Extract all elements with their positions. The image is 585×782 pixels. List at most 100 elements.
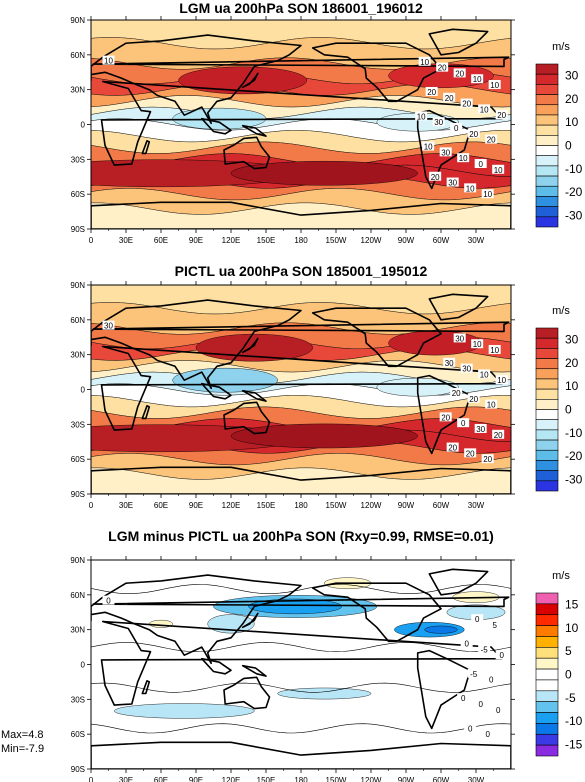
colorbar-tick-label: 10 [565, 621, 579, 635]
y-tick-label: 30N [70, 626, 85, 635]
colorbar-box [535, 155, 559, 167]
contour-label: 10 [483, 190, 492, 199]
contour-label-bg [495, 375, 508, 385]
contour-label-bg [439, 412, 452, 422]
contour-label: 10 [459, 154, 468, 163]
x-tick-label: 120E [222, 776, 241, 782]
colorbar-tick-label: -20 [565, 185, 583, 199]
colorbar-box [535, 348, 559, 359]
contour-label-bg [478, 644, 491, 654]
contour-label: 0 [499, 651, 504, 660]
panel-title: PICTL ua 200hPa SON 185001_195012 [175, 263, 428, 279]
coastline [223, 401, 271, 435]
x-tick-label: 150W [326, 776, 347, 782]
colorbar-box [535, 647, 559, 659]
contour-label: 30 [445, 359, 454, 368]
contour-label: 0 [478, 700, 483, 709]
x-tick-label: 150W [326, 501, 347, 510]
contour-label: 20 [487, 136, 496, 145]
contour-label-bg [471, 74, 484, 84]
x-tick-label: 30W [468, 236, 485, 245]
contour-label: 20 [431, 173, 440, 182]
contour-label: 10 [490, 346, 499, 355]
contour-label: 0 [464, 640, 469, 649]
x-tick-label: 30W [468, 501, 485, 510]
contour-label-bg [453, 333, 466, 343]
coastline [241, 337, 259, 354]
anomaly-patch [114, 703, 255, 719]
contour-label-bg [474, 698, 487, 708]
contour-label: 20 [438, 64, 447, 73]
colorbar-tick-label: 15 [565, 598, 579, 612]
contour-label: 20 [448, 444, 457, 453]
contour-label: 0 [485, 730, 490, 739]
panel-title: LGM minus PICTL ua 200hPa SON (Rxy=0.99,… [108, 528, 494, 544]
y-tick-label: 90S [71, 765, 85, 774]
colorbar-box [535, 358, 559, 370]
contour-label: 0 [454, 124, 459, 133]
contour-label-bg [436, 62, 449, 72]
contour-label-bg [488, 345, 501, 355]
contour-label: 0 [496, 706, 501, 715]
contour-label: 10 [466, 184, 475, 193]
coastline [311, 582, 442, 643]
contour-label: 30 [104, 322, 113, 331]
y-tick-label: 60S [71, 730, 85, 739]
y-tick-label: 90S [71, 490, 85, 499]
field-diff: 0 0 0 5 0 0 -5 0 0 -5 0 0 0 [91, 560, 511, 769]
y-tick-label: 0 [81, 121, 86, 130]
contour-label: 10 [494, 166, 503, 175]
contour-label-bg [492, 704, 505, 714]
contour-label: 20 [462, 100, 471, 109]
contour-label: 20 [469, 395, 478, 404]
coastline [416, 374, 471, 455]
coastline [91, 574, 302, 665]
colorbar-box [535, 419, 559, 431]
contour-label: 30 [476, 425, 485, 434]
y-tick-label: 30S [71, 155, 85, 164]
contour-label-bg [485, 674, 498, 684]
y-tick-label: 0 [81, 386, 86, 395]
contour-label-bg [443, 357, 456, 367]
colorbar-box [535, 135, 559, 146]
contour-label-bg [425, 86, 438, 96]
contour-label: 20 [441, 413, 450, 422]
colorbar-box [535, 744, 559, 757]
contour-label-bg [102, 55, 115, 65]
coastline [223, 136, 271, 170]
contour-label: 20 [452, 389, 461, 398]
colorbar-box [535, 196, 559, 207]
contour-label: 10 [420, 58, 429, 67]
x-tick-label: 0 [89, 501, 94, 510]
colorbar-box [535, 625, 559, 637]
colorbar-tick-label: 0 [565, 403, 572, 417]
y-tick-label: 60S [71, 455, 85, 464]
contour-label: 20 [497, 111, 506, 120]
colorbar-tick-label: -15 [565, 737, 583, 751]
coastline [416, 649, 471, 730]
colorbar-unit: m/s [552, 305, 570, 317]
contour-label-bg [102, 320, 115, 330]
contour-label-bg [432, 117, 445, 127]
coastline [416, 109, 471, 190]
colorbar-box [535, 368, 559, 380]
contour-label-bg [478, 369, 491, 379]
colorbar-box [535, 206, 559, 218]
coastline [91, 201, 511, 229]
contour-label: 10 [497, 376, 506, 385]
x-tick-label: 90E [189, 501, 203, 510]
colorbar-box [535, 185, 559, 197]
contour-label: 30 [441, 148, 450, 157]
coastline [141, 405, 151, 420]
contour-label-bg [481, 454, 494, 464]
x-tick-label: 180 [294, 236, 308, 245]
coastline [241, 664, 267, 677]
colorbar-box [535, 723, 559, 735]
colorbar-box [535, 114, 559, 126]
colorbar-box [535, 690, 559, 702]
y-tick-label: 60N [70, 316, 85, 325]
x-tick-label: 60E [154, 501, 168, 510]
coastline [428, 568, 489, 596]
coastline [92, 321, 510, 333]
colorbar-box [535, 145, 559, 156]
